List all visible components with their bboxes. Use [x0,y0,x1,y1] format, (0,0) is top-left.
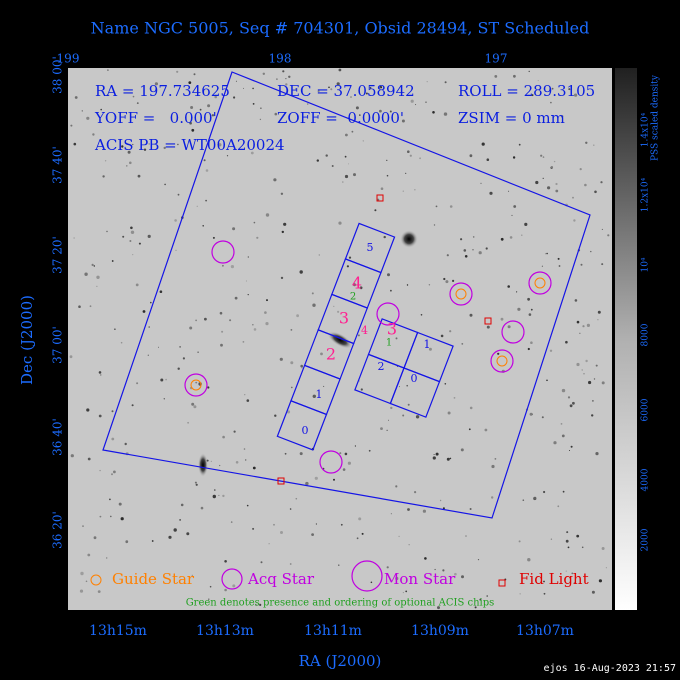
top-tick: 197 [485,52,508,66]
i-array [354,318,454,418]
left-tick: 36 40' [51,418,65,456]
chip-label: 4 [361,324,368,337]
info: ZSIM = 0 mm [458,109,565,127]
optional-chip: 1 [386,338,392,349]
legend-acq: Acq Star [247,570,315,588]
colorbar-title: PSS scaled density [651,74,661,161]
bottom-tick: 13h07m [516,623,574,639]
field-outline [102,71,591,519]
bottom-tick: 13h15m [89,623,147,639]
chip-label: 0 [411,372,418,385]
title: Name NGC 5005, Seq # 704301, Obsid 28494… [91,19,590,38]
chip-mark: 2 [326,345,336,364]
chip-label: 5 [367,241,374,254]
colorbar-tick: 6000 [641,398,651,421]
chip-marks: 4 3 2 3 [326,274,397,364]
colorbar-tick: 2000 [641,528,651,551]
bottom-tick: 13h13m [196,623,254,639]
galaxy [198,453,208,477]
fid-lights [277,194,506,587]
colorbar-tick: 8000 [641,323,651,346]
info: YOFF = 0.000' [94,109,217,127]
colorbar-tick: 4000 [641,468,651,491]
left-tick: 36 20' [51,511,65,549]
optional-chips: 2 1 [350,292,392,349]
legend-guide: Guide Star [112,570,195,588]
left-tick: 37 40' [51,146,65,184]
chip-label: 3 [364,330,365,332]
legend-fid: Fid Light [519,570,589,588]
info: DEC = 37.058942 [277,82,415,100]
chip-mark: 3 [387,320,397,339]
left-tick: 37 00' [51,326,65,364]
colorbar-tick: 10⁴ [641,257,651,272]
info: RA = 197.734625 [95,82,230,100]
x-label: RA (J2000) [299,652,382,670]
colorbar [615,68,637,610]
legend-mon: Mon Star [384,570,456,588]
footer: ejos 16-Aug-2023 21:57 [544,663,676,674]
top-tick: 198 [269,52,292,66]
chip-labels: 5 1 0 1 2 0 [302,241,431,437]
sky-noise [69,68,610,610]
optional-chip: 2 [350,292,356,303]
chip-mark: 3 [339,309,349,328]
info: ZOFF = 0.0000' [277,109,404,127]
left-tick: 37 20' [51,236,65,274]
bottom-tick: 13h09m [411,623,469,639]
y-label: Dec (J2000) [18,295,36,385]
info: ACIS PB = WT00A20024 [94,136,285,154]
colorbar-tick: 1.4x10⁴ [641,112,651,147]
info: ROLL = 289.3105 [458,82,595,100]
top-tick: 199 [57,52,80,66]
note: Green denotes presence and ordering of o… [186,598,495,609]
colorbar-tick: 1.2x10⁴ [641,177,651,212]
s-array [276,222,396,451]
galaxy [400,230,418,248]
chip-mark: 4 [352,274,362,293]
chip-label: 2 [378,360,385,373]
acq-stars [184,240,552,592]
guide-stars [90,277,546,586]
left-tick: 38 00' [51,56,65,94]
chip-label: 2 [364,330,365,332]
overlay [102,71,591,519]
chip-label: 1 [424,338,431,351]
chip-label: 0 [302,424,309,437]
bottom-tick: 13h11m [304,623,362,639]
chip-label: 1 [316,388,323,401]
